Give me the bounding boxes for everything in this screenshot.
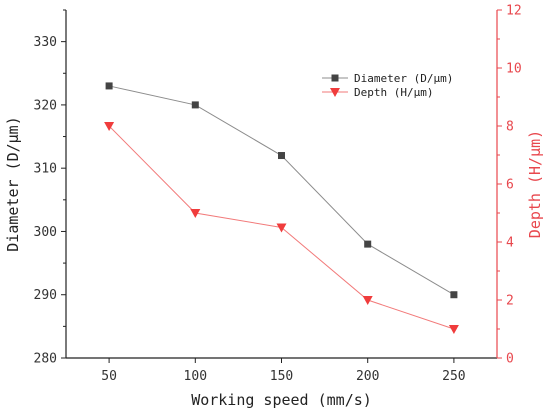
- y-right-tick-label: 4: [506, 236, 514, 251]
- x-tick-label: 150: [270, 369, 293, 384]
- legend-triangle-marker-icon: [330, 88, 340, 97]
- y-right-tick-label: 12: [506, 4, 522, 19]
- x-tick-label: 50: [101, 369, 117, 384]
- data-point-square: [278, 152, 285, 160]
- plot-frame: [65, 10, 498, 359]
- series-layer: [104, 82, 459, 334]
- y-left-tick-label: 300: [34, 225, 57, 240]
- y-right-axis-title: Depth (H/μm): [526, 130, 544, 238]
- y-right-tick-label: 8: [506, 120, 514, 135]
- data-point-square: [105, 82, 113, 90]
- y-left-tick-label: 290: [34, 288, 57, 303]
- data-point-square: [364, 240, 372, 248]
- x-tick-label: 200: [356, 369, 379, 384]
- y-right-axis-ticks: 0 2 4 6 8 10 12: [497, 4, 522, 367]
- y-left-axis-title: Diameter (D/μm): [4, 116, 22, 251]
- x-tick-label: 100: [184, 369, 207, 384]
- data-point-triangle: [276, 223, 287, 233]
- y-left-tick-label: 280: [34, 352, 57, 367]
- x-axis-ticks: 50 100 150 200 250: [101, 358, 466, 384]
- y-right-tick-label: 10: [506, 62, 522, 77]
- legend-label-diameter: Diameter (D/μm): [354, 72, 453, 85]
- y-left-tick-label: 310: [34, 162, 57, 177]
- legend-item-depth: Depth (H/μm): [322, 86, 433, 99]
- data-point-square: [191, 101, 199, 109]
- data-point-triangle: [362, 296, 373, 305]
- data-point-triangle: [190, 209, 201, 218]
- data-point-triangle: [104, 122, 115, 131]
- y-right-tick-label: 2: [506, 294, 514, 309]
- y-left-axis-ticks: 280 290 300 310 320 330: [34, 9, 66, 367]
- y-right-tick-label: 0: [506, 352, 514, 367]
- data-point-triangle: [448, 325, 459, 334]
- legend: Diameter (D/μm) Depth (H/μm): [322, 72, 453, 99]
- x-axis-title: Working speed (mm/s): [191, 391, 372, 409]
- legend-item-diameter: Diameter (D/μm): [322, 72, 453, 85]
- series-line-0: [108, 85, 455, 296]
- legend-label-depth: Depth (H/μm): [354, 86, 433, 99]
- y-left-tick-label: 320: [34, 98, 57, 113]
- data-point-square: [450, 291, 458, 299]
- x-tick-label: 250: [442, 369, 465, 384]
- y-left-tick-label: 330: [34, 35, 57, 50]
- legend-square-marker-icon: [331, 74, 339, 82]
- y-right-tick-label: 6: [506, 178, 514, 193]
